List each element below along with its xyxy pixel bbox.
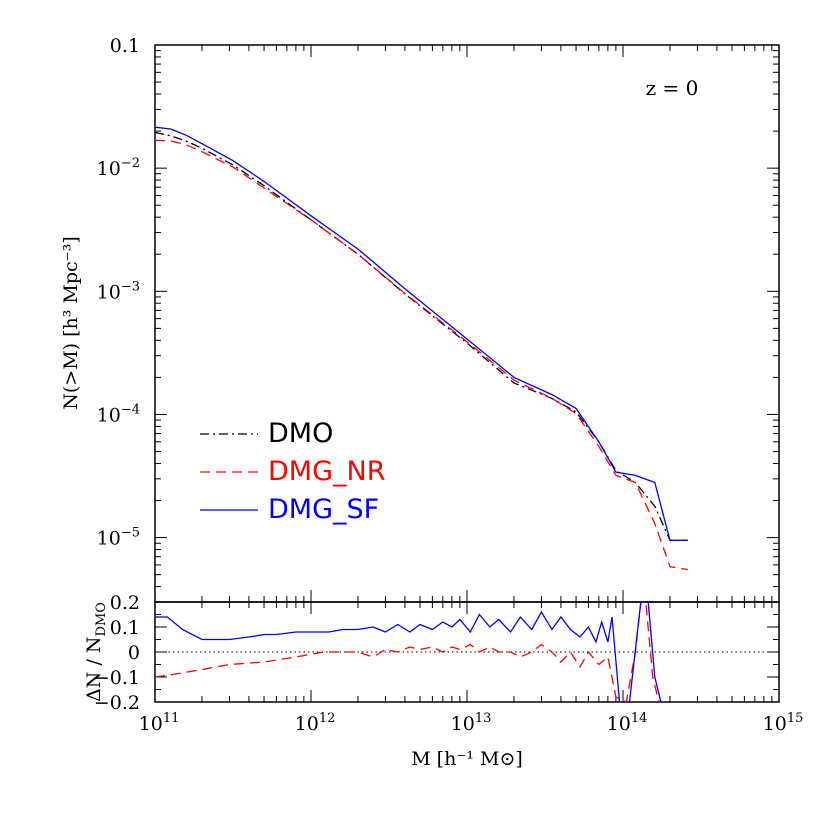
y-tick-label: 10−4 <box>97 402 140 426</box>
y-tick-label: −0.2 <box>94 692 140 714</box>
x-tick-label: 1012 <box>295 711 336 735</box>
y-tick-label: −0.1 <box>94 667 140 689</box>
series-line-dmg_sf <box>155 602 662 702</box>
y-tick-label: 0.2 <box>110 592 140 614</box>
main-series <box>155 126 688 571</box>
series-line-dmg_sf <box>155 126 688 541</box>
y-tick-label: 0.1 <box>110 35 140 57</box>
series-line-dmg_nr <box>155 602 660 702</box>
x-tick-label: 1014 <box>607 711 648 735</box>
main-plot-frame <box>154 44 780 603</box>
x-tick-labels: 1011 1012 1013 1014 1015 <box>139 711 804 735</box>
residual-ylabel-main: ΔN / N <box>83 636 105 701</box>
residual-series <box>155 602 662 702</box>
residual-y-axis-label: ΔN / NDMO <box>83 602 109 702</box>
y-tick-label: 10−3 <box>97 279 140 303</box>
x-tick-label: 1013 <box>451 711 492 735</box>
x-axis-label: M [h⁻¹ M⊙] <box>411 748 523 770</box>
legend-label-dmg_sf: DMG_SF <box>268 494 379 525</box>
main-y-axis-label: N(>M) [h³ Mpc⁻³] <box>60 236 82 410</box>
legend: DMO DMG_NR DMG_SF <box>200 418 385 525</box>
x-tick-label: 1015 <box>763 711 804 735</box>
series-line-dmo <box>155 131 688 541</box>
x-tick-label: 1011 <box>139 711 180 735</box>
annotation-redshift: z = 0 <box>646 76 699 100</box>
y-tick-label: 10−2 <box>97 156 140 180</box>
y-tick-label: 10−5 <box>97 526 140 550</box>
y-tick-label: 0.1 <box>110 617 140 639</box>
y-tick-label: 0 <box>128 642 140 664</box>
residual-y-tick-labels: 0.2 0.1 0 −0.1 −0.2 <box>94 592 140 714</box>
legend-label-dmg_nr: DMG_NR <box>268 456 385 487</box>
series-line-dmg_nr <box>155 139 688 571</box>
main-y-tick-labels: 0.1 10−2 10−3 10−4 10−5 <box>97 35 140 550</box>
main-ticks <box>154 44 780 603</box>
residual-ylabel-sub: DMO <box>94 602 109 636</box>
legend-label-dmo: DMO <box>268 418 333 449</box>
